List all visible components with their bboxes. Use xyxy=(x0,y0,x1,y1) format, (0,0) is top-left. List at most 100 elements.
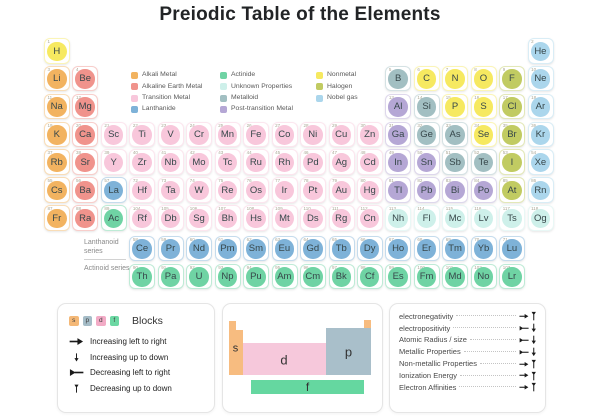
element-number: 75 xyxy=(218,178,224,184)
decreasing-up-down-icon xyxy=(531,359,536,369)
element-number: 59 xyxy=(161,236,167,242)
legend-item-label: Lanthanide xyxy=(142,105,176,113)
element-number: 99 xyxy=(388,264,394,270)
arrow-legend-item: Decreasing up to down xyxy=(67,381,214,397)
element-symbol: Pt xyxy=(303,180,323,201)
element-cell: 46 Pd xyxy=(300,149,327,175)
element-number: 86 xyxy=(531,178,537,184)
element-number: 110 xyxy=(303,206,311,212)
element-symbol: Mo xyxy=(189,152,209,173)
element-symbol: Cr xyxy=(189,125,209,145)
legend-swatch xyxy=(131,106,138,114)
element-cell: 77 Ir xyxy=(271,177,298,203)
category-legend: Alkali Metal Alkaline Earth Metal Transiti… xyxy=(131,71,411,120)
element-number: 96 xyxy=(303,264,309,270)
element-symbol: Pa xyxy=(160,267,181,287)
legend-swatch xyxy=(131,94,138,102)
dotted-leader xyxy=(459,374,516,376)
element-symbol: Ta xyxy=(160,180,181,201)
element-symbol: Zr xyxy=(132,152,152,173)
element-number: 25 xyxy=(218,122,224,128)
element-number: 98 xyxy=(360,264,366,270)
element-cell: 26 Fe xyxy=(243,121,270,148)
decreasing-up-down-icon xyxy=(531,371,536,380)
element-cell: 72 Hf xyxy=(129,177,156,203)
element-cell: 12 Mg xyxy=(72,93,99,120)
element-number: 53 xyxy=(502,150,508,156)
element-number: 89 xyxy=(104,206,110,212)
element-symbol: Cs xyxy=(47,180,67,201)
increasing-left-right-icon xyxy=(519,361,529,367)
element-symbol: Bk xyxy=(331,267,351,287)
element-symbol: Mg xyxy=(75,97,95,117)
element-symbol: Nd xyxy=(189,239,209,259)
element-symbol: Pd xyxy=(303,152,323,173)
dotted-leader xyxy=(463,350,516,352)
element-number: 34 xyxy=(474,122,480,128)
element-symbol: Pm xyxy=(217,239,238,259)
element-cell: 97 Bk xyxy=(328,263,355,289)
increasing-up-down-icon xyxy=(531,335,536,345)
element-cell: 14 Si xyxy=(413,93,440,120)
element-number: 42 xyxy=(189,150,195,156)
trend-icons xyxy=(519,359,536,369)
element-symbol: Po xyxy=(473,180,494,201)
s-block-letter: s xyxy=(232,342,239,355)
element-symbol: Th xyxy=(132,267,152,287)
trend-icons xyxy=(519,382,536,392)
dotted-leader xyxy=(453,326,516,329)
element-symbol: Og xyxy=(530,208,551,229)
element-cell: 116 Lv xyxy=(470,205,497,231)
element-symbol: Ir xyxy=(274,180,295,201)
decreasing-up-down-icon xyxy=(531,383,536,392)
element-cell: 58 Ce xyxy=(129,235,156,261)
element-symbol: Pr xyxy=(160,239,181,259)
legend-item: Actinide xyxy=(220,71,293,80)
element-number: 74 xyxy=(189,178,195,184)
arrow-legend-item: Increasing left to right xyxy=(67,334,214,350)
element-cell: 80 Hg xyxy=(356,177,383,203)
element-cell: 45 Rh xyxy=(271,149,298,175)
property-label: Electron Affinities xyxy=(399,382,457,392)
element-symbol: Os xyxy=(246,180,266,201)
element-number: 106 xyxy=(189,206,198,212)
property-row: Ionization Energy xyxy=(399,370,536,382)
element-number: 16 xyxy=(474,94,480,100)
element-cell: 84 Po xyxy=(470,177,497,203)
element-cell: 3 Li xyxy=(44,65,70,92)
block-chip-d: d xyxy=(96,316,106,326)
element-cell: 57 La xyxy=(100,177,127,203)
element-cell: 82 Pb xyxy=(413,177,440,203)
element-number: 88 xyxy=(75,206,81,212)
legend-item: Unknown Properties xyxy=(220,83,293,91)
element-number: 65 xyxy=(332,236,338,242)
element-number: 37 xyxy=(47,150,53,156)
decreasing-left-right-icon xyxy=(519,337,529,343)
p-block-shape xyxy=(326,327,371,375)
element-symbol: Mt xyxy=(274,208,295,229)
element-cell: 49 In xyxy=(385,149,412,175)
element-symbol: Cm xyxy=(303,267,323,287)
dotted-leader xyxy=(459,385,516,388)
element-number: 71 xyxy=(502,236,508,242)
element-cell: 91 Pa xyxy=(157,263,184,289)
dotted-leader xyxy=(469,338,516,341)
element-cell: 68 Er xyxy=(413,235,440,261)
element-symbol: O xyxy=(473,69,494,89)
element-symbol: At xyxy=(502,180,522,201)
element-cell: 115 Mc xyxy=(442,205,469,231)
element-number: 80 xyxy=(360,178,366,184)
element-cell: 60 Nd xyxy=(186,235,213,261)
element-symbol: C xyxy=(416,69,437,89)
element-symbol: Rn xyxy=(530,180,551,201)
element-symbol: Bi xyxy=(445,180,465,201)
element-symbol: Rb xyxy=(47,152,67,173)
element-number: 85 xyxy=(502,178,508,184)
element-cell: 64 Gd xyxy=(300,235,327,261)
element-cell: 44 Ru xyxy=(243,149,270,175)
element-symbol: No xyxy=(473,267,494,287)
element-cell: 87 Fr xyxy=(44,205,70,231)
element-symbol: Fr xyxy=(47,208,67,229)
